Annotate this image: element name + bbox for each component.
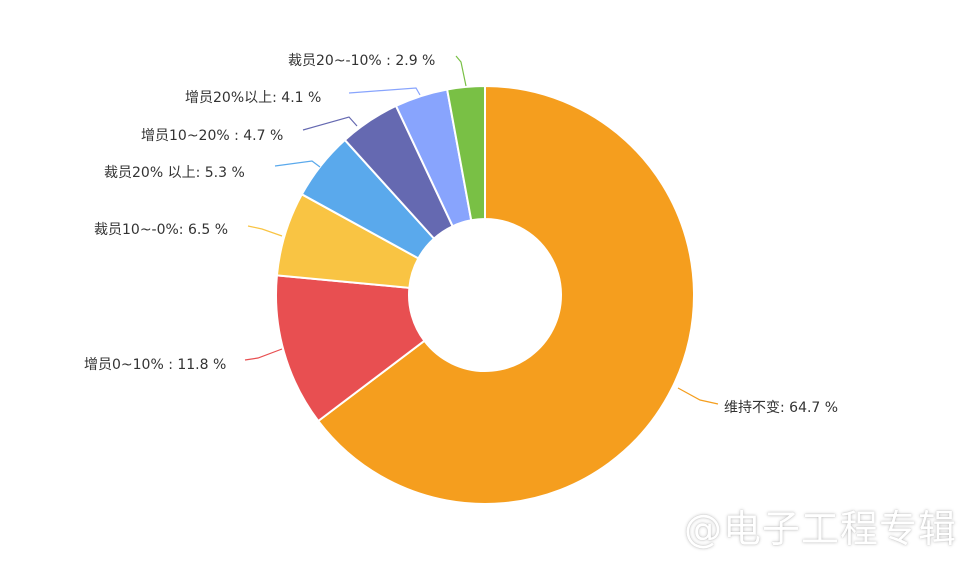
slice-label: 增员20%以上: 4.1 % [185,90,322,106]
slice-1[interactable] [275,274,426,423]
slice-label: 裁员20~-10% : 2.9 % [288,53,436,69]
slice-label: 裁员20% 以上: 5.3 % [104,165,245,181]
slice-label: 增员10~20% : 4.7 % [141,128,284,144]
watermark: @电子工程专辑 [684,507,958,551]
leader-line [348,87,421,96]
slice-label: 增员0~10% : 11.8 % [84,357,227,373]
slice-6[interactable] [445,84,486,222]
leader-line [302,116,358,131]
leader-line [244,348,283,361]
leader-line [455,55,467,87]
slice-label: 维持不变: 64.7 % [724,400,839,416]
leader-line [247,225,283,237]
leader-line [274,160,321,168]
slice-0[interactable] [316,84,695,505]
leader-line [677,387,719,405]
slice-label: 裁员10~-0%: 6.5 % [94,222,228,238]
